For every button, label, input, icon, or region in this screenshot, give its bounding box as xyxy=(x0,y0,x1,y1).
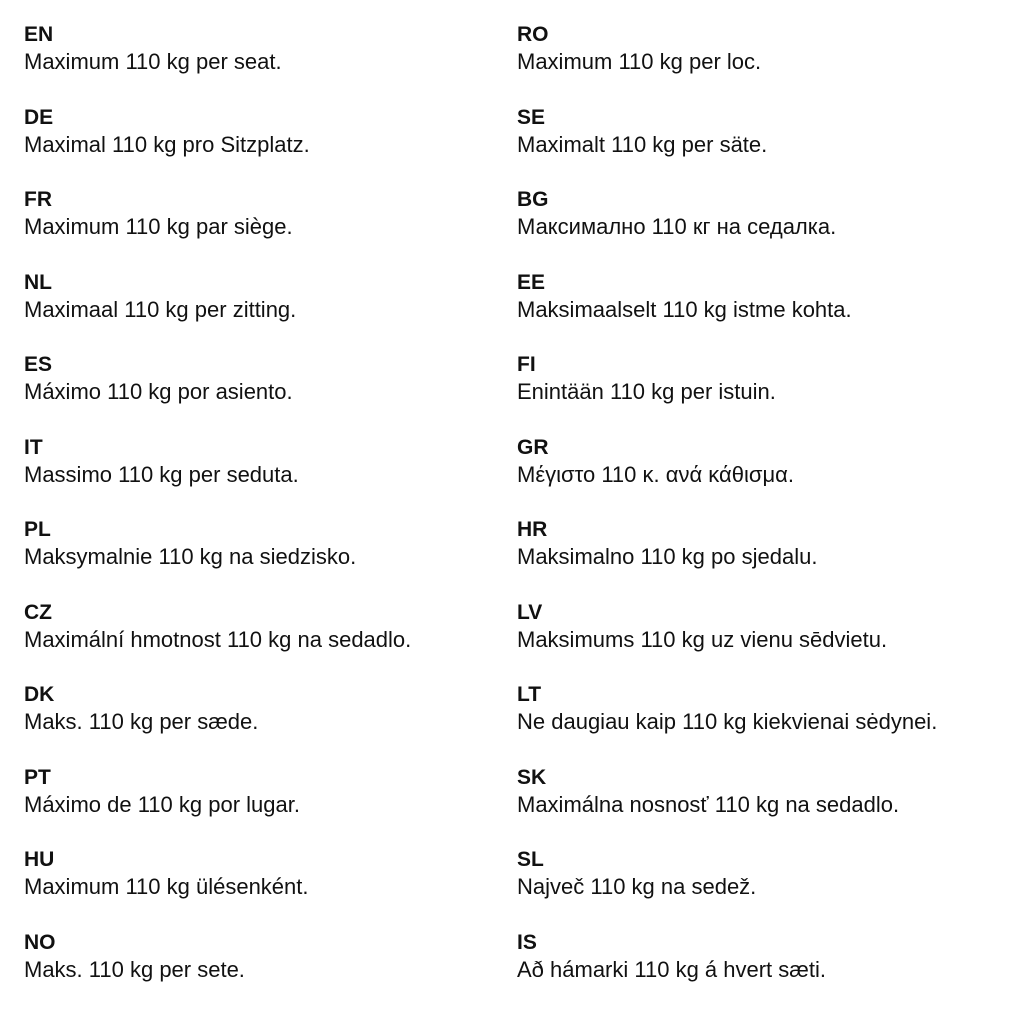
language-entry-is: IS Að hámarki 110 kg á hvert sæti. xyxy=(517,929,937,1012)
weight-limit-text: Maximum 110 kg par siège. xyxy=(24,214,293,239)
language-code: SL xyxy=(517,848,544,871)
weight-limit-text: Maximalt 110 kg per säte. xyxy=(517,131,768,157)
left-column: EN Maximum 110 kg per seat. DE Maximal 110 … xyxy=(24,21,411,1011)
weight-limit-text: Maks. 110 kg per sæde. xyxy=(24,709,259,734)
weight-limit-text: Massimo 110 kg per seduta. xyxy=(24,461,299,487)
weight-limit-text: Maksimaalselt 110 kg istme kohta. xyxy=(517,296,852,322)
language-entry-es: ES Máximo 110 kg por asiento. xyxy=(24,351,411,434)
language-code: SK xyxy=(517,765,547,789)
language-entry-lt: LT Ne daugiau kaip 110 kg kiekvienai sėdy… xyxy=(517,681,937,764)
weight-limit-text: Maximum 110 kg ülésenként. xyxy=(24,874,309,899)
language-entry-cz: CZ Maximální hmotnost 110 kg na sedadlo. xyxy=(24,599,411,682)
language-code: FI xyxy=(517,353,536,376)
language-code: CZ xyxy=(24,600,52,624)
language-entry-de: DE Maximal 110 kg pro Sitzplatz. xyxy=(24,104,411,187)
weight-limit-text: Ne daugiau kaip 110 kg kiekvienai sėdyne… xyxy=(517,709,938,734)
language-code: IS xyxy=(517,930,537,954)
language-entry-hr: HR Maksimalno 110 kg po sjedalu. xyxy=(517,516,937,599)
language-entry-gr: GR Μέγιστο 110 κ. ανά κάθισμα. xyxy=(517,434,937,517)
language-code: ES xyxy=(24,353,53,376)
weight-limit-text: Maximum 110 kg per seat. xyxy=(24,49,282,74)
language-entry-hu: HU Maximum 110 kg ülésenként. xyxy=(24,846,411,929)
weight-limit-text: Máximo de 110 kg por lugar. xyxy=(24,791,300,817)
weight-limit-text: Maximálna nosnosť 110 kg na sedadlo. xyxy=(517,791,900,817)
language-code: LV xyxy=(517,600,543,624)
language-code: HU xyxy=(24,848,55,871)
weight-limit-text: Maks. 110 kg per sete. xyxy=(24,956,245,982)
language-code: FR xyxy=(24,188,52,211)
language-entry-dk: DK Maks. 110 kg per sæde. xyxy=(24,681,411,764)
weight-limit-text: Að hámarki 110 kg á hvert sæti. xyxy=(517,956,826,982)
language-code: IT xyxy=(24,435,43,459)
weight-limit-text: Máximo 110 kg por asiento. xyxy=(24,379,293,404)
language-code: NO xyxy=(24,930,56,954)
weight-limit-text: Maksimalno 110 kg po sjedalu. xyxy=(517,544,818,569)
language-entry-pt: PT Máximo de 110 kg por lugar. xyxy=(24,764,411,847)
language-entry-se: SE Maximalt 110 kg per säte. xyxy=(517,104,937,187)
language-entry-no: NO Maks. 110 kg per sete. xyxy=(24,929,411,1012)
weight-limit-text: Maximum 110 kg per loc. xyxy=(517,49,762,74)
language-code: DK xyxy=(24,683,55,706)
language-code: RO xyxy=(517,23,549,46)
weight-limit-text: Največ 110 kg na sedež. xyxy=(517,874,757,899)
right-column: RO Maximum 110 kg per loc. SE Maximalt 110 … xyxy=(517,21,937,1011)
weight-limit-text: Maximal 110 kg pro Sitzplatz. xyxy=(24,131,310,157)
language-entry-pl: PL Maksymalnie 110 kg na siedzisko. xyxy=(24,516,411,599)
language-code: HR xyxy=(517,518,548,541)
language-entry-lv: LV Maksimums 110 kg uz vienu sēdvietu. xyxy=(517,599,937,682)
language-entry-bg: BG Максимално 110 кг на седалка. xyxy=(517,186,937,269)
language-code: BG xyxy=(517,188,549,211)
language-entry-nl: NL Maximaal 110 kg per zitting. xyxy=(24,269,411,352)
language-entry-sl: SL Največ 110 kg na sedež. xyxy=(517,846,937,929)
weight-limit-text: Enintään 110 kg per istuin. xyxy=(517,379,776,404)
weight-limit-text: Μέγιστο 110 κ. ανά κάθισμα. xyxy=(517,461,794,487)
language-entry-ee: EE Maksimaalselt 110 kg istme kohta. xyxy=(517,269,937,352)
language-code: NL xyxy=(24,270,52,294)
language-entry-fi: FI Enintään 110 kg per istuin. xyxy=(517,351,937,434)
language-entry-it: IT Massimo 110 kg per seduta. xyxy=(24,434,411,517)
language-code: EN xyxy=(24,23,54,46)
weight-limit-text: Maximaal 110 kg per zitting. xyxy=(24,296,297,322)
language-code: EE xyxy=(517,270,546,294)
language-code: DE xyxy=(24,105,54,129)
language-entry-fr: FR Maximum 110 kg par siège. xyxy=(24,186,411,269)
language-code: LT xyxy=(517,683,542,706)
weight-limit-text: Максимално 110 кг на седалка. xyxy=(517,214,837,239)
weight-limit-text: Maximální hmotnost 110 kg na sedadlo. xyxy=(24,626,412,652)
weight-limit-text: Maksimums 110 kg uz vienu sēdvietu. xyxy=(517,626,888,652)
language-code: SE xyxy=(517,105,546,129)
language-entry-ro: RO Maximum 110 kg per loc. xyxy=(517,21,937,104)
language-code: GR xyxy=(517,435,549,459)
language-entry-sk: SK Maximálna nosnosť 110 kg na sedadlo. xyxy=(517,764,937,847)
language-code: PL xyxy=(24,518,51,541)
weight-limit-text: Maksymalnie 110 kg na siedzisko. xyxy=(24,544,357,569)
language-code: PT xyxy=(24,765,51,789)
language-entry-en: EN Maximum 110 kg per seat. xyxy=(24,21,411,104)
